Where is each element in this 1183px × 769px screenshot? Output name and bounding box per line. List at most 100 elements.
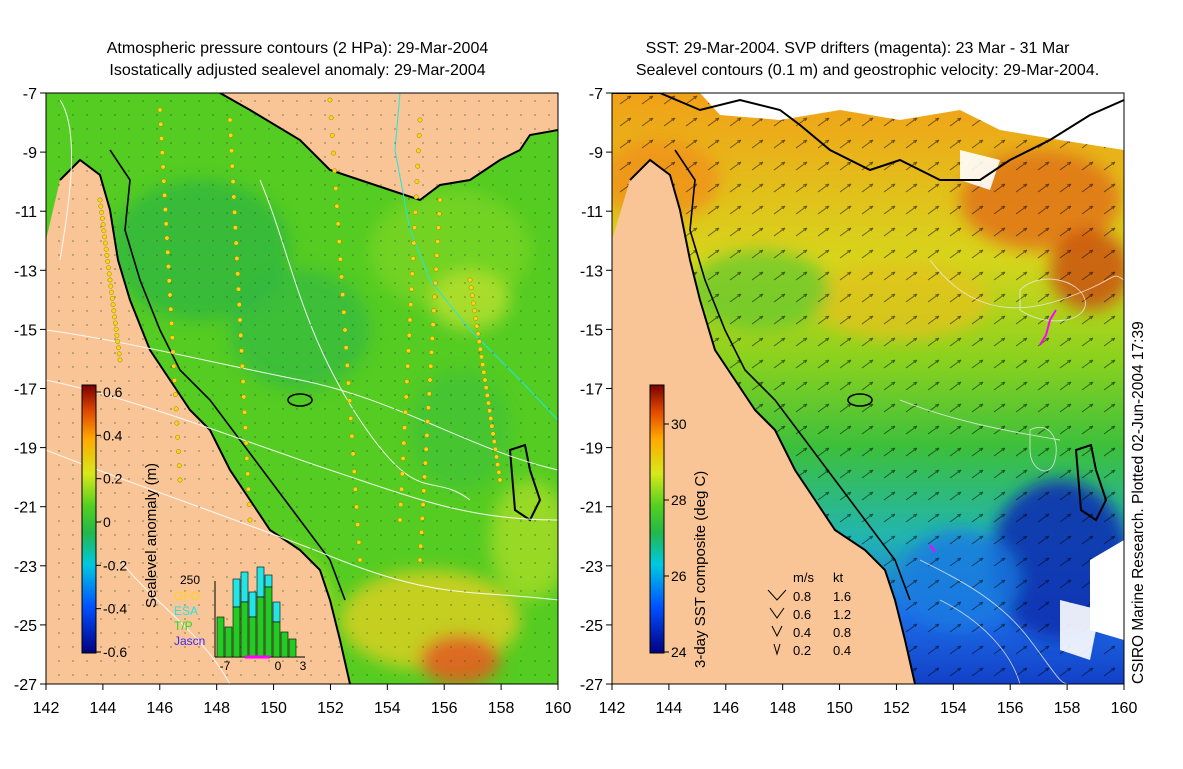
- right-lat-ticks: -7 -9 -11 -13 -15 -17 -19 -21 -23 -25 -27: [580, 86, 612, 694]
- altimeter-sample: [344, 362, 350, 368]
- left-lat-label: -7: [23, 86, 37, 103]
- altimeter-sample: [237, 317, 243, 323]
- altimeter-sample: [416, 132, 422, 138]
- left-colorbar-tick-label: 0.4: [103, 427, 123, 443]
- altimeter-sample: [401, 440, 407, 446]
- left-lon-ticks: 142 144 146 148 150 152 154 156 158 160: [33, 684, 571, 717]
- altimeter-sample: [342, 327, 348, 333]
- altimeter-sample: [106, 271, 112, 277]
- altimeter-sample: [243, 440, 249, 446]
- altimeter-sample: [234, 256, 240, 261]
- altimeter-sample: [173, 406, 179, 412]
- velocity-legend-header-ms: m/s: [793, 570, 814, 585]
- left-lon-label: 150: [260, 700, 287, 717]
- altimeter-sample: [231, 194, 237, 200]
- altimeter-sample: [337, 256, 343, 262]
- altimeter-sample: [433, 266, 439, 272]
- altimeter-sample: [233, 240, 239, 246]
- altimeter-sample: [246, 502, 252, 508]
- histogram-bar-tp: [248, 616, 257, 658]
- histogram-legend-esa: ESA: [174, 604, 198, 618]
- altimeter-sample: [436, 211, 442, 217]
- histogram-bar-tp: [280, 631, 289, 658]
- right-svp-drifter-track-2: [929, 544, 936, 553]
- velocity-legend-ms: 0.2: [793, 643, 811, 658]
- altimeter-sample: [494, 454, 499, 460]
- left-lat-ticks: -7 -9 -11 -13 -15 -17 -19 -21 -23 -25 -27: [14, 86, 46, 694]
- left-colorbar-tick-label: -0.2: [103, 557, 127, 573]
- velocity-legend-kt: 1.6: [833, 589, 851, 604]
- altimeter-sample: [412, 225, 418, 231]
- altimeter-sample: [350, 451, 356, 457]
- altimeter-sample: [159, 150, 165, 156]
- altimeter-sample: [354, 504, 359, 510]
- left-lat-label: -21: [14, 500, 37, 517]
- altimeter-sample: [97, 197, 103, 203]
- histogram-bar-tp: [224, 626, 233, 658]
- altimeter-sample: [239, 363, 245, 369]
- altimeter-sample: [176, 449, 181, 454]
- altimeter-sample: [163, 221, 169, 227]
- altimeter-sample: [424, 432, 430, 438]
- altimeter-sample: [397, 517, 403, 523]
- altimeter-sample: [474, 323, 480, 329]
- altimeter-sample: [109, 296, 115, 301]
- altimeter-sample: [112, 320, 118, 326]
- right-lon-label: 160: [1111, 700, 1138, 717]
- left-lon-label: 142: [33, 700, 60, 717]
- altimeter-sample: [357, 557, 363, 563]
- altimeter-sample: [336, 239, 342, 244]
- right-lon-label: 144: [656, 700, 683, 717]
- left-colorbar-tick-label: -0.4: [103, 601, 127, 617]
- altimeter-sample: [406, 348, 411, 354]
- left-lat-label: -25: [14, 618, 37, 635]
- altimeter-sample: [176, 463, 182, 469]
- altimeter-sample: [172, 377, 178, 383]
- altimeter-sample: [110, 302, 116, 308]
- altimeter-sample: [172, 392, 178, 398]
- altimeter-sample: [481, 369, 487, 375]
- altimeter-sample: [422, 474, 428, 480]
- altimeter-sample: [157, 107, 163, 113]
- altimeter-sample: [480, 362, 486, 368]
- velocity-legend-kt: 0.8: [833, 625, 851, 640]
- histogram-legend-tp: T/P: [174, 619, 193, 633]
- altimeter-sample: [497, 477, 503, 483]
- velocity-legend-arrow: [769, 607, 785, 619]
- altimeter-sample: [407, 317, 413, 323]
- right-lat-label: -13: [580, 263, 603, 280]
- histogram-bar-esa: [272, 601, 281, 623]
- left-lat-label: -15: [14, 322, 37, 339]
- velocity-legend-ms: 0.4: [793, 625, 811, 640]
- altimeter-sample: [351, 469, 357, 474]
- altimeter-sample: [349, 433, 355, 439]
- altimeter-sample: [432, 280, 438, 286]
- altimeter-sample: [469, 292, 475, 298]
- right-land-australia: [612, 93, 915, 684]
- altimeter-sample: [405, 363, 411, 369]
- altimeter-sample: [115, 339, 121, 344]
- altimeter-sample: [437, 197, 443, 203]
- right-title-line2: Sealevel contours (0.1 m) and geostrophi…: [635, 62, 1100, 79]
- histogram-bar-tp: [264, 586, 273, 658]
- left-lon-label: 154: [374, 700, 401, 717]
- right-lat-label: -23: [580, 559, 603, 576]
- velocity-legend-arrow: [773, 643, 781, 656]
- altimeter-sample: [227, 117, 233, 123]
- altimeter-sample: [399, 486, 404, 492]
- histogram-bar-tp: [256, 596, 265, 658]
- left-lon-label: 152: [317, 700, 344, 717]
- histogram-legend-jascn: Jascn: [174, 634, 205, 648]
- altimeter-sample: [158, 121, 164, 127]
- altimeter-sample: [491, 439, 497, 444]
- altimeter-sample: [409, 271, 415, 277]
- altimeter-sample: [102, 234, 108, 240]
- altimeter-sample: [409, 286, 414, 292]
- altimeter-sample: [106, 265, 111, 271]
- altimeter-sample: [429, 349, 434, 355]
- altimeter-sample: [417, 557, 423, 563]
- right-lon-label: 156: [997, 700, 1024, 717]
- altimeter-sample: [99, 216, 105, 221]
- left-colorbar-label: Sealevel anomaly (m): [143, 462, 160, 608]
